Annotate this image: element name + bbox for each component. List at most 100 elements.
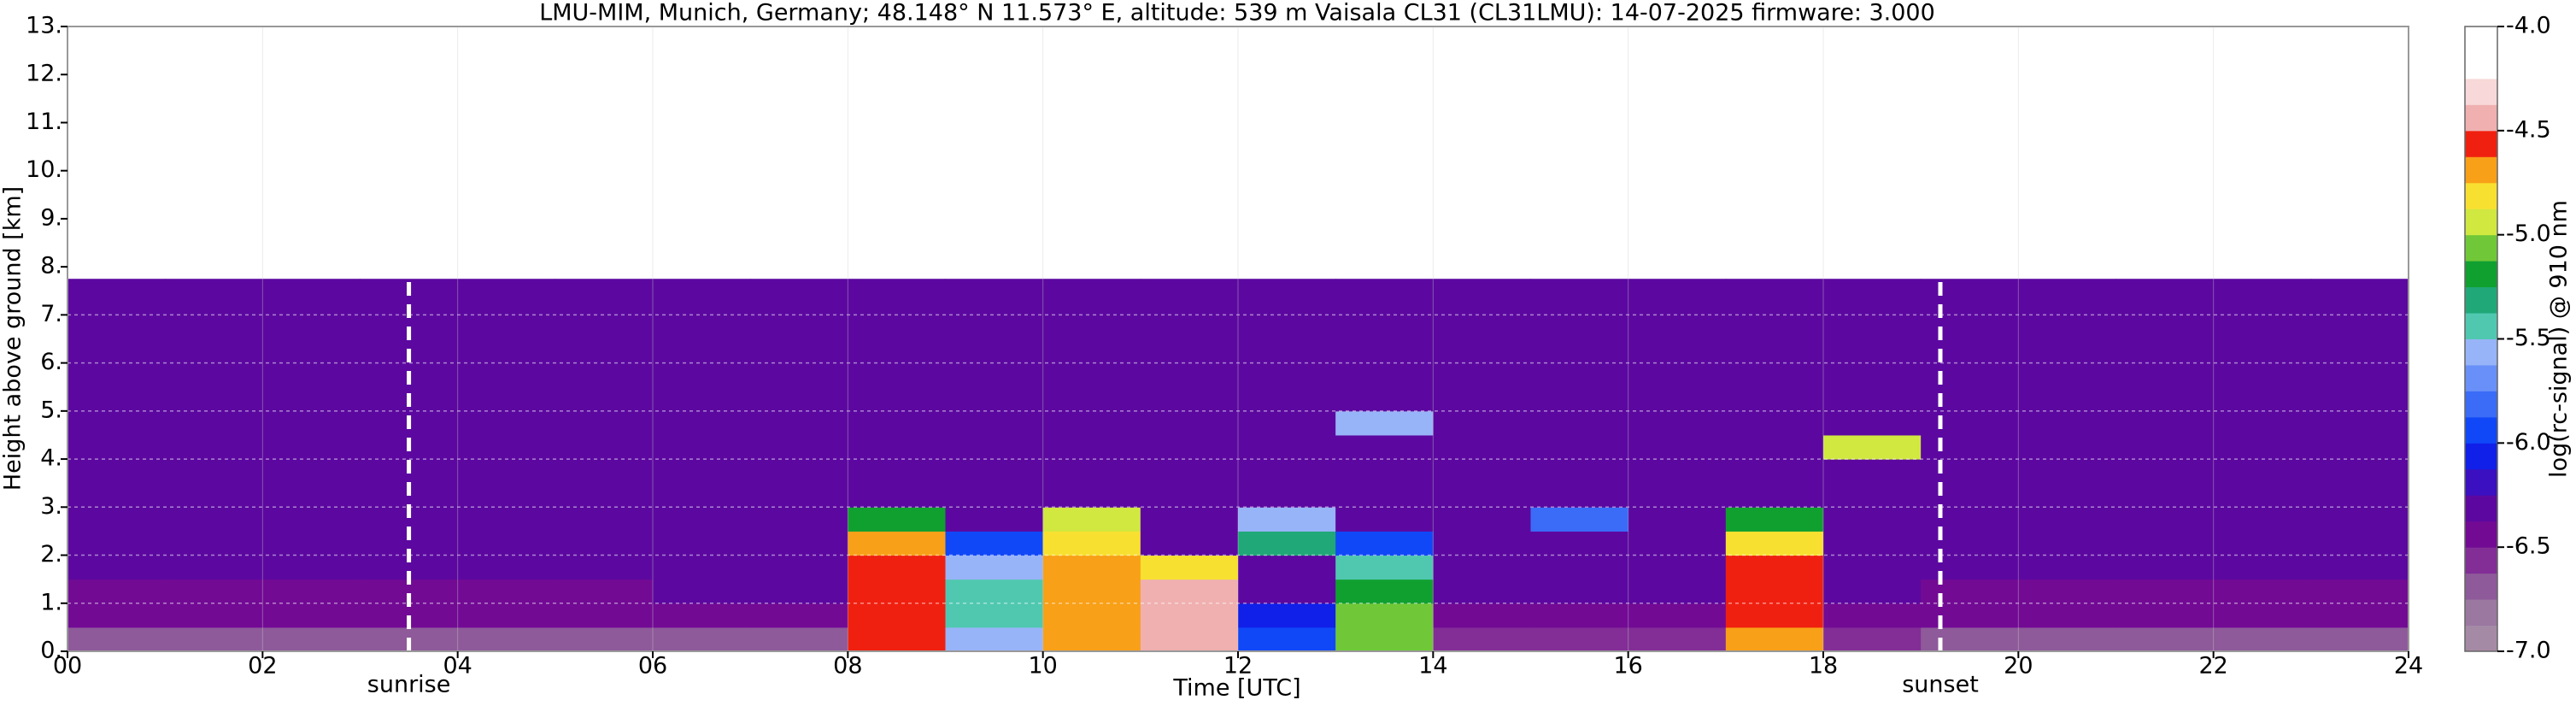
heatmap-cell	[2018, 555, 2116, 580]
heatmap-cell	[1433, 483, 1531, 508]
y-tick-label: 13.	[26, 13, 62, 39]
heatmap-cell	[555, 555, 654, 580]
colorbar-tick-label: -4.5	[2506, 116, 2551, 143]
colorbar-segment	[2465, 182, 2497, 209]
heatmap-cell	[1042, 410, 1141, 436]
heatmap-cell	[555, 459, 654, 484]
heatmap-cell	[165, 386, 263, 412]
heatmap-cell	[2115, 507, 2215, 532]
heatmap-cell	[848, 459, 946, 484]
heatmap-cell	[165, 362, 263, 388]
heatmap-cell	[1725, 279, 1824, 291]
colorbar-segment	[2465, 52, 2497, 79]
y-tick-label: 10.	[26, 156, 62, 183]
heatmap-cell	[457, 555, 556, 580]
heatmap-cell	[1530, 483, 1629, 508]
heatmap-cell	[2115, 338, 2215, 364]
heatmap-cell	[1238, 434, 1336, 460]
heatmap-cell	[1823, 483, 1922, 508]
heatmap-cell	[2310, 362, 2409, 388]
heatmap-cell	[1921, 459, 2019, 484]
heatmap-cell	[1921, 483, 2019, 508]
heatmap-cell	[457, 315, 556, 339]
heatmap-cell	[2310, 291, 2409, 315]
heatmap-cell	[2310, 627, 2409, 652]
heatmap-cell	[1530, 338, 1629, 364]
heatmap-cell	[262, 338, 361, 364]
heatmap-cell	[1042, 627, 1141, 652]
heatmap-cell	[1921, 386, 2019, 412]
y-tick-label: 3.	[40, 493, 62, 520]
heatmap-cell	[1433, 410, 1531, 436]
heatmap-cell	[2213, 483, 2312, 508]
y-tick-label: 6.	[40, 349, 62, 375]
heatmap-cell	[1433, 507, 1531, 532]
heatmap-cell	[1823, 531, 1922, 556]
heatmap-cell	[2310, 555, 2409, 580]
heatmap-cell	[165, 291, 263, 315]
x-tick-label: 18	[1809, 653, 1838, 680]
heatmap-cell	[555, 483, 654, 508]
heatmap-cell	[750, 507, 848, 532]
y-tick-label: 5.	[40, 397, 62, 423]
heatmap-cell	[750, 410, 848, 436]
heatmap-cell	[2115, 386, 2215, 412]
heatmap-cell	[165, 531, 263, 556]
heatmap-cell	[1725, 483, 1824, 508]
heatmap-cell	[1823, 603, 1922, 628]
heatmap-cell	[1433, 386, 1531, 412]
heatmap-cell	[2018, 386, 2116, 412]
colorbar-segment	[2465, 625, 2497, 652]
colorbar-segment	[2465, 234, 2497, 262]
x-tick-label: 22	[2198, 653, 2227, 680]
heatmap-cell	[945, 555, 1044, 580]
heatmap-cell	[1140, 603, 1239, 628]
heatmap-cell	[1433, 603, 1531, 628]
heatmap-cell	[2213, 507, 2312, 532]
heatmap-cell	[67, 315, 166, 339]
y-axis-label: Height above ground [km]	[0, 186, 26, 491]
y-tick-label: 8.	[40, 253, 62, 279]
heatmap-cell	[67, 507, 166, 532]
heatmap-cell	[262, 555, 361, 580]
heatmap-cell	[1823, 338, 1922, 364]
heatmap-cell	[555, 386, 654, 412]
x-tick-label: 24	[2394, 653, 2423, 680]
heatmap-cell	[165, 483, 263, 508]
heatmap-cell	[2310, 279, 2409, 291]
heatmap-cell	[262, 362, 361, 388]
heatmap-cell	[945, 291, 1044, 315]
heatmap-cell	[1238, 627, 1336, 652]
heatmap-cell	[1042, 555, 1141, 580]
heatmap-cell	[555, 410, 654, 436]
heatmap-cell	[848, 386, 946, 412]
heatmap-cell	[2310, 603, 2409, 628]
heatmap-cell	[653, 386, 751, 412]
heatmap-cell	[165, 315, 263, 339]
heatmap-cell	[555, 362, 654, 388]
heatmap-cell	[2213, 362, 2312, 388]
heatmap-cell	[2115, 362, 2215, 388]
heatmap-cell	[2310, 579, 2409, 604]
heatmap-cell	[1628, 555, 1727, 580]
colorbar-segment	[2465, 495, 2497, 522]
colorbar-segment	[2465, 104, 2497, 132]
heatmap-cell	[457, 362, 556, 388]
heatmap-cell	[457, 531, 556, 556]
y-tick-label: 9.	[40, 204, 62, 231]
heatmap-cell	[848, 579, 946, 604]
heatmap-cell	[848, 603, 946, 628]
heatmap-cell	[653, 338, 751, 364]
x-tick-label: 08	[833, 653, 862, 680]
heatmap-cell	[2115, 315, 2215, 339]
heatmap-cell	[1725, 315, 1824, 339]
heatmap-cell	[1823, 291, 1922, 315]
x-tick-label: 10	[1028, 653, 1057, 680]
heatmap-cell	[1140, 579, 1239, 604]
heatmap-cell	[750, 338, 848, 364]
heatmap-cell	[1725, 531, 1824, 556]
heatmap-cell	[457, 410, 556, 436]
heatmap-cell	[2018, 579, 2116, 604]
colorbar-segment	[2465, 156, 2497, 184]
